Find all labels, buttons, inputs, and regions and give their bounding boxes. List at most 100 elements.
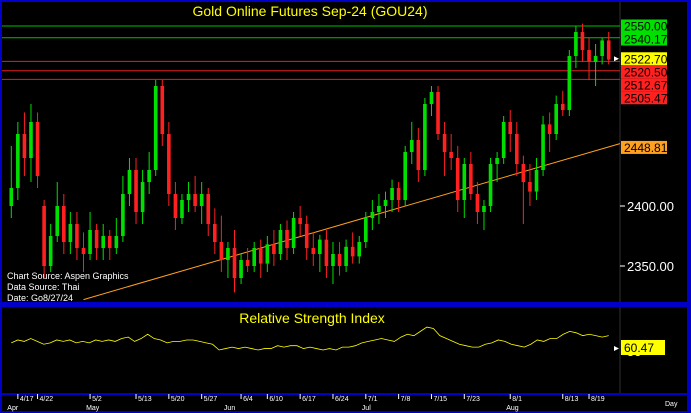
candle [469,152,473,200]
chart-title: Gold Online Futures Sep-24 (GOU24) [193,3,428,19]
candle-body [495,158,499,164]
candle [416,128,421,182]
candle-body [429,92,434,104]
candle [42,200,46,278]
x-tick-label: 7/15 [433,396,447,403]
candle [390,179,394,212]
candle-body [22,134,27,158]
candle [81,232,86,272]
candle [337,242,342,276]
candle-body [514,134,519,164]
candle-body [173,194,178,218]
candle [462,158,467,218]
candle [88,212,92,260]
candle-body [160,86,165,134]
candle [127,158,132,206]
time-axis [2,395,687,411]
rsi-value-box [621,340,665,355]
trendline [83,143,621,301]
candle [48,224,53,272]
candle [501,116,506,164]
candle-body [298,218,302,224]
candle [383,191,388,218]
candle-body [232,248,237,278]
candle [488,158,493,212]
candle-body [363,218,368,242]
candle [22,112,27,176]
candle-body [554,104,559,134]
candle [528,164,532,206]
price-level-text: 2540.17 [624,33,668,47]
candle [68,212,73,254]
candle-body [442,134,447,152]
candle-body [101,236,106,248]
price-tick-label: 2350.00 [627,259,674,274]
candle [344,239,348,272]
candle-body [547,124,552,134]
candle-body [311,248,316,254]
time-axis-labels: 4/17 4/22 5/2 5/13 5/20 5/27 6/4 6/10 6/17 6/24 7/… [7,394,605,412]
candle-body [560,104,565,110]
candle-body [462,164,467,200]
x-tick-label: 6/4 [243,396,253,403]
x-tick-label: 8/13 [565,396,579,403]
last-price-arrow [614,56,619,62]
candle [304,215,309,260]
candle-body [469,164,473,194]
candle [199,182,204,224]
candle [508,110,513,152]
candle-body [121,194,125,236]
candle-body [81,248,86,254]
candle-body [390,188,394,200]
candle [16,122,20,200]
candle-body [75,224,79,248]
candle [521,155,526,224]
month-label: Jul [362,405,371,412]
candle-body [258,248,263,264]
candle-body [350,246,355,257]
candle [541,116,545,176]
candle-body [94,230,99,248]
candle [298,206,302,236]
candle-body [580,32,585,50]
candle [587,38,591,80]
candle-body [278,230,283,254]
candle-body [528,182,532,192]
candle-body [593,56,598,62]
candle-body [403,152,408,200]
candle [606,32,611,65]
price-level-text: 2522.70 [624,52,668,66]
candle-body [272,244,276,254]
candle-body [377,206,381,212]
candle [265,236,270,272]
candle [9,146,14,218]
price-level-text: 2520.50 [624,65,668,79]
price-level-text: 2512.67 [624,78,668,92]
candle [212,208,217,254]
candle [311,232,316,266]
x-tick-label: 5/27 [204,396,218,403]
x-tick-label: 4/17 [20,396,34,403]
candle-body [55,206,60,236]
candle-body [265,244,270,264]
candle-body [134,170,138,212]
candle [107,230,112,260]
candle-body [567,56,572,110]
price-level-lines [2,25,620,80]
candle [206,188,211,236]
candle [193,176,197,212]
candle [226,242,230,278]
candle [534,158,539,200]
candle [61,194,66,254]
candle-body [600,40,604,56]
candle-body [9,188,14,206]
price-tick-labels: 2350.00 2400.00 [620,199,674,274]
candle [134,158,138,224]
candle-body [534,170,539,192]
x-tick-label: 5/20 [171,396,185,403]
candle-body [383,200,388,206]
candle [554,95,559,140]
source-note-data: Data Source: Thai [7,282,79,292]
month-label: Aug [506,405,519,412]
